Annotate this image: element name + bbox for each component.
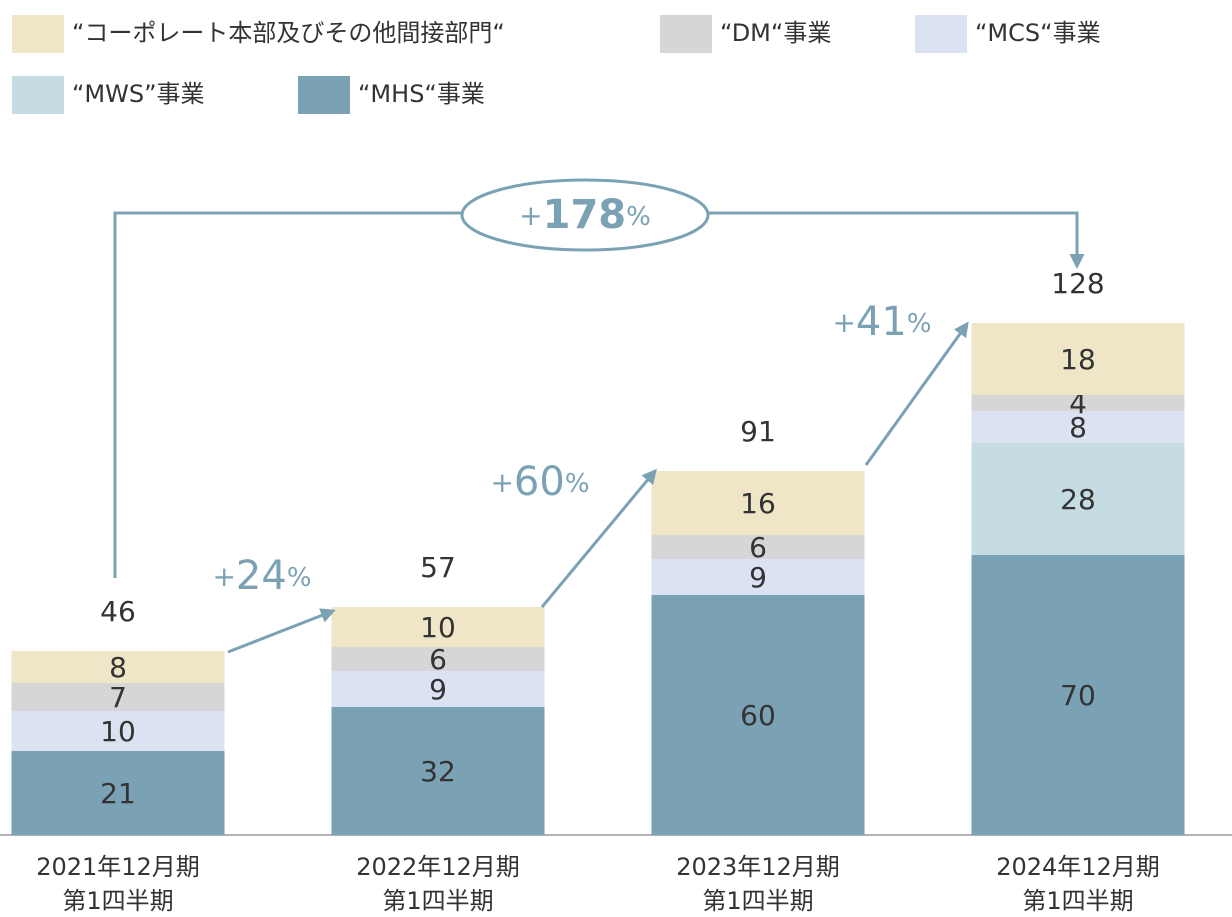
bar-segment [11, 751, 225, 835]
growth-bracket [113, 211, 1077, 578]
growth-sign: + [490, 466, 513, 499]
growth-label: +41% [832, 299, 931, 345]
segment-label: 9 [429, 673, 447, 706]
segment-label: 10 [420, 611, 456, 644]
growth-sign: + [212, 560, 235, 593]
bar-segment [331, 671, 545, 707]
x-tick-label: 2024年12月期 [996, 853, 1160, 881]
legend-label: “MCS“事業 [975, 19, 1101, 47]
legend-swatch [915, 15, 967, 53]
legend-label: “MWS”事業 [72, 80, 205, 108]
total-label: 128 [1051, 267, 1104, 300]
x-tick-label: 第1四半期 [62, 887, 173, 915]
growth-value: 60 [514, 459, 565, 505]
bar-segment [11, 711, 225, 751]
growth-value: 41 [856, 299, 907, 345]
segment-label: 60 [740, 699, 776, 732]
legend-label: “MHS“事業 [358, 80, 485, 108]
growth-ellipse [460, 178, 710, 252]
bar-segment [651, 595, 865, 835]
growth-value: 24 [236, 553, 287, 599]
legend-swatch [12, 76, 64, 114]
legend-swatch [660, 15, 712, 53]
segment-label: 10 [100, 715, 136, 748]
segment-label: 32 [420, 755, 456, 788]
growth-unit: % [565, 469, 590, 499]
x-tick-label: 第1四半期 [1022, 887, 1133, 915]
total-label: 57 [420, 551, 456, 584]
bar-segment [971, 443, 1185, 555]
total-label: 46 [100, 595, 136, 628]
growth-arrow [540, 468, 657, 608]
legend-swatch [298, 76, 350, 114]
bar-segment [11, 683, 225, 711]
legend-label: “コーポレート本部及びその他間接部門“ [72, 19, 505, 47]
x-tick-label: 2023年12月期 [676, 853, 840, 881]
x-tick-label: 2021年12月期 [36, 853, 200, 881]
growth-unit: % [287, 563, 312, 593]
growth-sign: + [519, 199, 542, 232]
segment-label: 21 [100, 777, 136, 810]
segment-label: 7 [109, 681, 127, 714]
x-tick-label: 2022年12月期 [356, 853, 520, 881]
segment-label: 6 [749, 531, 767, 564]
bar-segment [651, 559, 865, 595]
growth-arrow [227, 608, 336, 654]
bar-segment [971, 323, 1185, 395]
segment-label: 8 [109, 651, 127, 684]
segment-label: 70 [1060, 679, 1096, 712]
growth-unit: % [626, 202, 651, 232]
growth-label: +178% [519, 192, 651, 238]
total-label: 91 [740, 415, 776, 448]
segment-label: 28 [1060, 483, 1096, 516]
bar-segment [651, 471, 865, 535]
bar-segment [971, 395, 1185, 411]
growth-unit: % [907, 309, 932, 339]
bar-segment [331, 607, 545, 647]
x-tick-label: 第1四半期 [382, 887, 493, 915]
growth-label: +24% [212, 553, 311, 599]
segment-label: 16 [740, 487, 776, 520]
bar-segment [971, 411, 1185, 443]
growth-value: 178 [543, 192, 627, 238]
bar-segment [331, 647, 545, 671]
segment-label: 8 [1069, 411, 1087, 444]
segment-label: 4 [1069, 387, 1087, 420]
x-tick-label: 第1四半期 [702, 887, 813, 915]
bar-segment [331, 707, 545, 835]
growth-label: +60% [490, 459, 589, 505]
bar-segment [11, 651, 225, 683]
segment-label: 9 [749, 561, 767, 594]
bar-segment [651, 535, 865, 559]
segment-label: 6 [429, 643, 447, 676]
legend-swatch [12, 15, 64, 53]
bar-segment [971, 555, 1185, 835]
growth-arrow [864, 321, 969, 466]
growth-sign: + [832, 306, 855, 339]
legend-label: “DM“事業 [720, 19, 831, 47]
segment-label: 18 [1060, 343, 1096, 376]
